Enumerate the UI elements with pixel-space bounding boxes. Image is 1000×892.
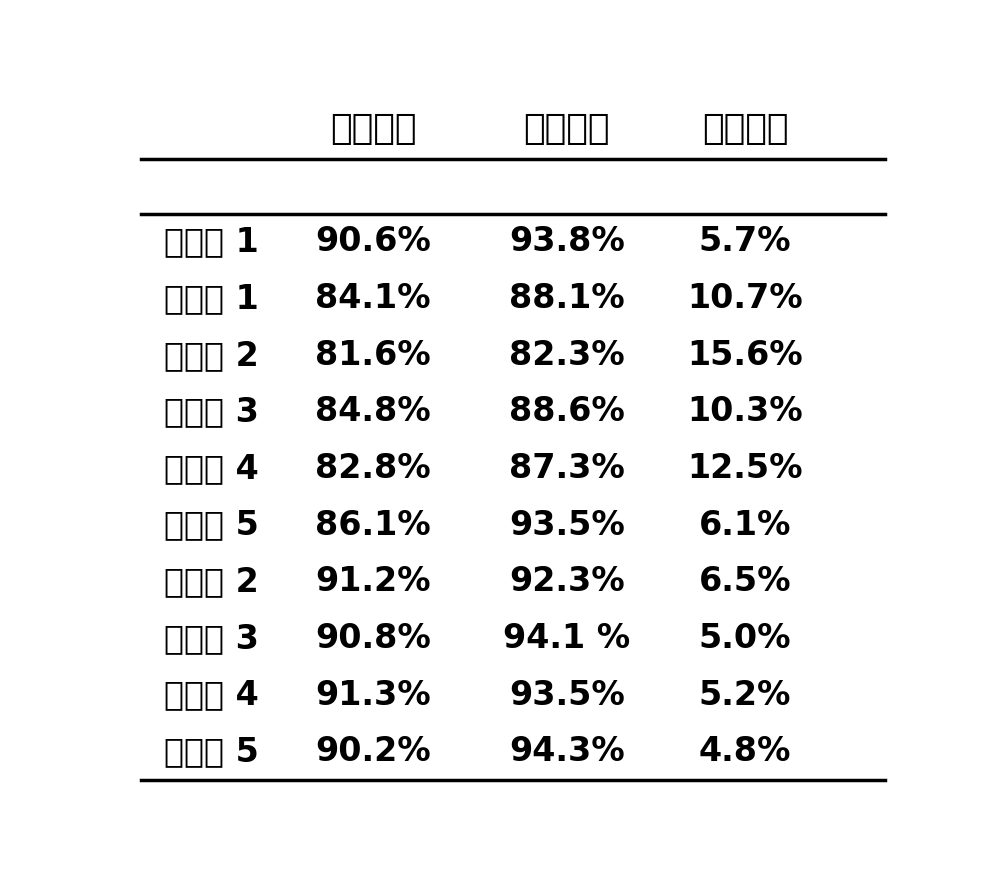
Text: 93.5%: 93.5% <box>509 679 625 712</box>
Text: 81.6%: 81.6% <box>315 339 431 372</box>
Text: 91.2%: 91.2% <box>315 566 431 599</box>
Text: 对比例 1: 对比例 1 <box>164 282 258 315</box>
Text: 93.8%: 93.8% <box>509 226 625 259</box>
Text: 6.5%: 6.5% <box>699 566 791 599</box>
Text: 对比例 5: 对比例 5 <box>164 508 259 541</box>
Text: 87.3%: 87.3% <box>509 452 625 485</box>
Text: 焦油产率: 焦油产率 <box>702 112 788 146</box>
Text: 84.8%: 84.8% <box>315 395 431 428</box>
Text: 15.6%: 15.6% <box>687 339 803 372</box>
Text: 5.7%: 5.7% <box>699 226 791 259</box>
Text: 90.2%: 90.2% <box>315 735 431 768</box>
Text: 88.1%: 88.1% <box>509 282 625 315</box>
Text: 86.1%: 86.1% <box>315 508 431 541</box>
Text: 12.5%: 12.5% <box>687 452 803 485</box>
Text: 88.6%: 88.6% <box>509 395 625 428</box>
Text: 实施例 5: 实施例 5 <box>164 735 259 768</box>
Text: 对比例 3: 对比例 3 <box>164 395 259 428</box>
Text: 实施例 2: 实施例 2 <box>164 566 258 599</box>
Text: 91.3%: 91.3% <box>315 679 431 712</box>
Text: 82.3%: 82.3% <box>509 339 625 372</box>
Text: 5.2%: 5.2% <box>699 679 791 712</box>
Text: 84.1%: 84.1% <box>315 282 431 315</box>
Text: 90.8%: 90.8% <box>315 622 431 655</box>
Text: 94.3%: 94.3% <box>509 735 625 768</box>
Text: 5.0%: 5.0% <box>699 622 791 655</box>
Text: 对比例 2: 对比例 2 <box>164 339 258 372</box>
Text: 90.6%: 90.6% <box>315 226 431 259</box>
Text: 93.5%: 93.5% <box>509 508 625 541</box>
Text: 92.3%: 92.3% <box>509 566 625 599</box>
Text: 6.1%: 6.1% <box>699 508 791 541</box>
Text: 金属化率: 金属化率 <box>330 112 416 146</box>
Text: 实施例 3: 实施例 3 <box>164 622 259 655</box>
Text: 4.8%: 4.8% <box>699 735 791 768</box>
Text: 10.3%: 10.3% <box>687 395 803 428</box>
Text: 实施例 4: 实施例 4 <box>164 679 258 712</box>
Text: 10.7%: 10.7% <box>687 282 803 315</box>
Text: 94.1 %: 94.1 % <box>503 622 630 655</box>
Text: 对比例 4: 对比例 4 <box>164 452 258 485</box>
Text: 气化产率: 气化产率 <box>524 112 610 146</box>
Text: 实施例 1: 实施例 1 <box>164 226 258 259</box>
Text: 82.8%: 82.8% <box>315 452 431 485</box>
